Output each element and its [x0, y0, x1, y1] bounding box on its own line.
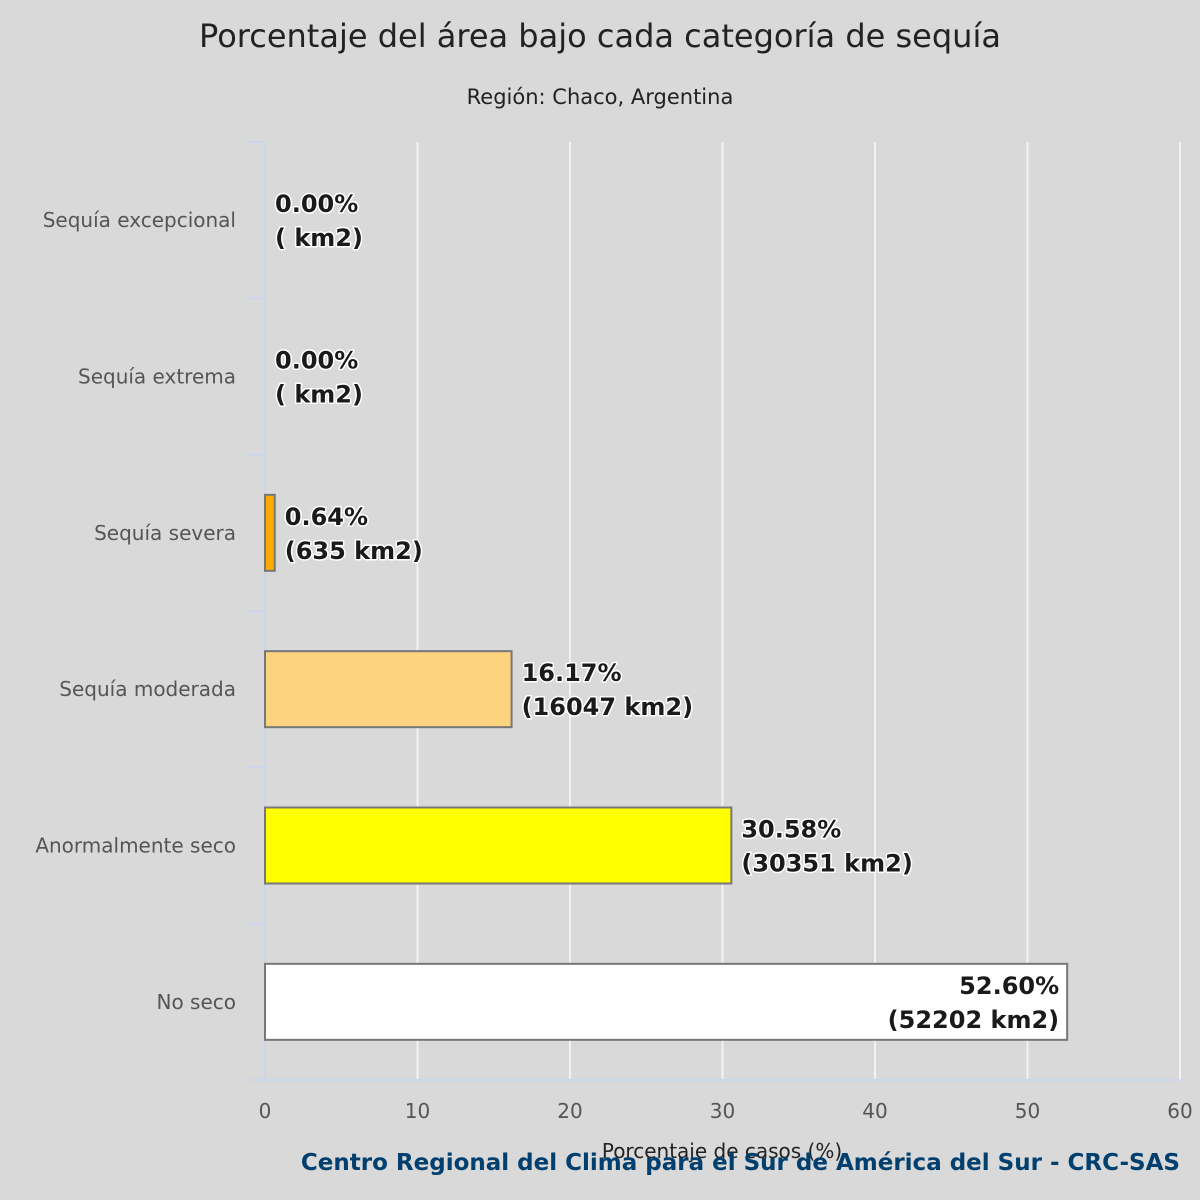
bar[interactable]	[264, 806, 733, 885]
bars	[264, 493, 1069, 1041]
bar[interactable]	[264, 962, 1069, 1041]
x-tick-label: 0	[259, 1099, 272, 1123]
data-label-area: (16047 km2)	[522, 693, 693, 721]
data-label-percent: 52.60%	[959, 972, 1059, 1000]
x-tick-label: 30	[710, 1099, 735, 1123]
data-labels: 0.00% ( km2) 0.00% ( km2) 0.64% (635 km2) 16.1…	[274, 189, 1061, 1036]
data-label-percent: 0.00%	[275, 347, 358, 375]
category-labels: Sequía excepcional Sequía extrema Sequía s…	[35, 208, 236, 1014]
category-label: Sequía extrema	[78, 365, 236, 389]
category-label: Anormalmente seco	[35, 834, 236, 858]
data-label-percent: 0.64%	[285, 503, 368, 531]
data-label-area: (635 km2)	[285, 537, 423, 565]
data-label-area: (30351 km2)	[741, 850, 912, 878]
axes	[247, 141, 1180, 1081]
x-tick-label: 60	[1167, 1099, 1192, 1123]
x-tick-label: 10	[405, 1099, 430, 1123]
data-label-area: ( km2)	[275, 381, 363, 409]
data-label-area: ( km2)	[275, 224, 363, 252]
category-label: Sequía excepcional	[43, 208, 236, 232]
category-label: No seco	[156, 990, 236, 1014]
data-label-area: (52202 km2)	[888, 1006, 1059, 1034]
chart-title: Porcentaje del área bajo cada categoría …	[199, 17, 1001, 55]
credit-text[interactable]: Centro Regional del Clima para el Sur de…	[301, 1150, 1180, 1176]
data-label-percent: 30.58%	[741, 816, 841, 844]
chart-subtitle: Región: Chaco, Argentina	[467, 85, 734, 109]
bar[interactable]	[264, 493, 276, 572]
grid-lines	[416, 142, 1181, 1080]
x-tick-labels: 0 10 20 30 40 50 60	[259, 1099, 1193, 1123]
data-label-percent: 16.17%	[522, 659, 622, 687]
x-axis-label: Porcentaje de casos (%)	[602, 1139, 842, 1163]
x-tick-label: 50	[1015, 1099, 1040, 1123]
category-label: Sequía severa	[94, 521, 236, 545]
x-tick-label: 40	[862, 1099, 887, 1123]
data-label-percent: 0.00%	[275, 190, 358, 218]
category-label: Sequía moderada	[59, 677, 236, 701]
bar[interactable]	[264, 650, 513, 729]
x-tick-label: 20	[557, 1099, 582, 1123]
